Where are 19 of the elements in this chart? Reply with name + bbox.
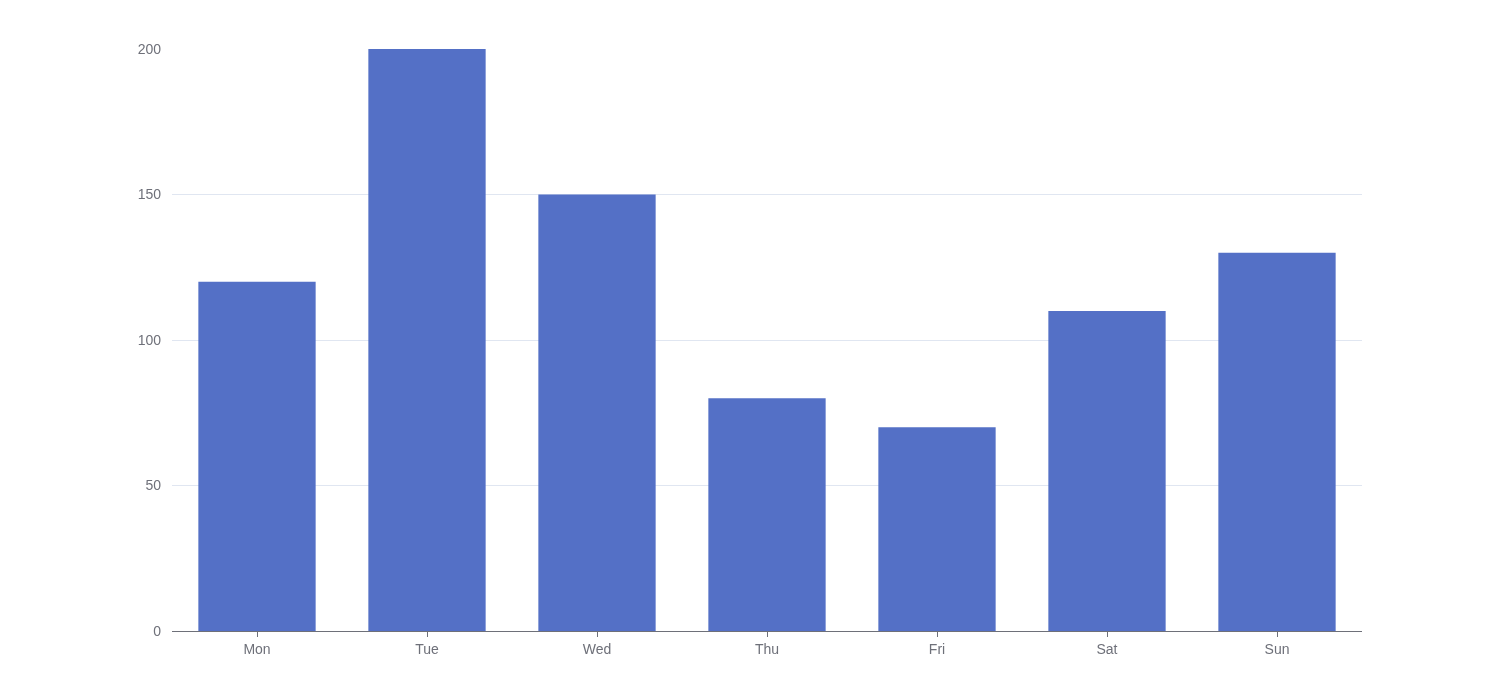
bar	[198, 281, 316, 631]
bar	[1048, 310, 1166, 631]
y-tick-label: 0	[153, 622, 162, 639]
y-tick-label: 200	[137, 40, 162, 57]
y-tick-label: 50	[145, 477, 162, 494]
x-tick-label: Thu	[754, 640, 780, 657]
x-tick-label: Mon	[243, 640, 271, 657]
bar	[1218, 252, 1336, 631]
bar	[878, 427, 996, 631]
bar	[368, 49, 486, 631]
y-tick-label: 150	[137, 186, 162, 203]
x-tick-label: Fri	[928, 640, 946, 657]
x-tick-label: Wed	[582, 640, 612, 657]
bar	[708, 398, 826, 631]
y-tick-label: 100	[137, 331, 162, 348]
x-tick-label: Sun	[1264, 640, 1290, 657]
x-tick-label: Tue	[415, 640, 440, 657]
bar	[538, 194, 656, 631]
x-tick-label: Sat	[1096, 640, 1118, 657]
